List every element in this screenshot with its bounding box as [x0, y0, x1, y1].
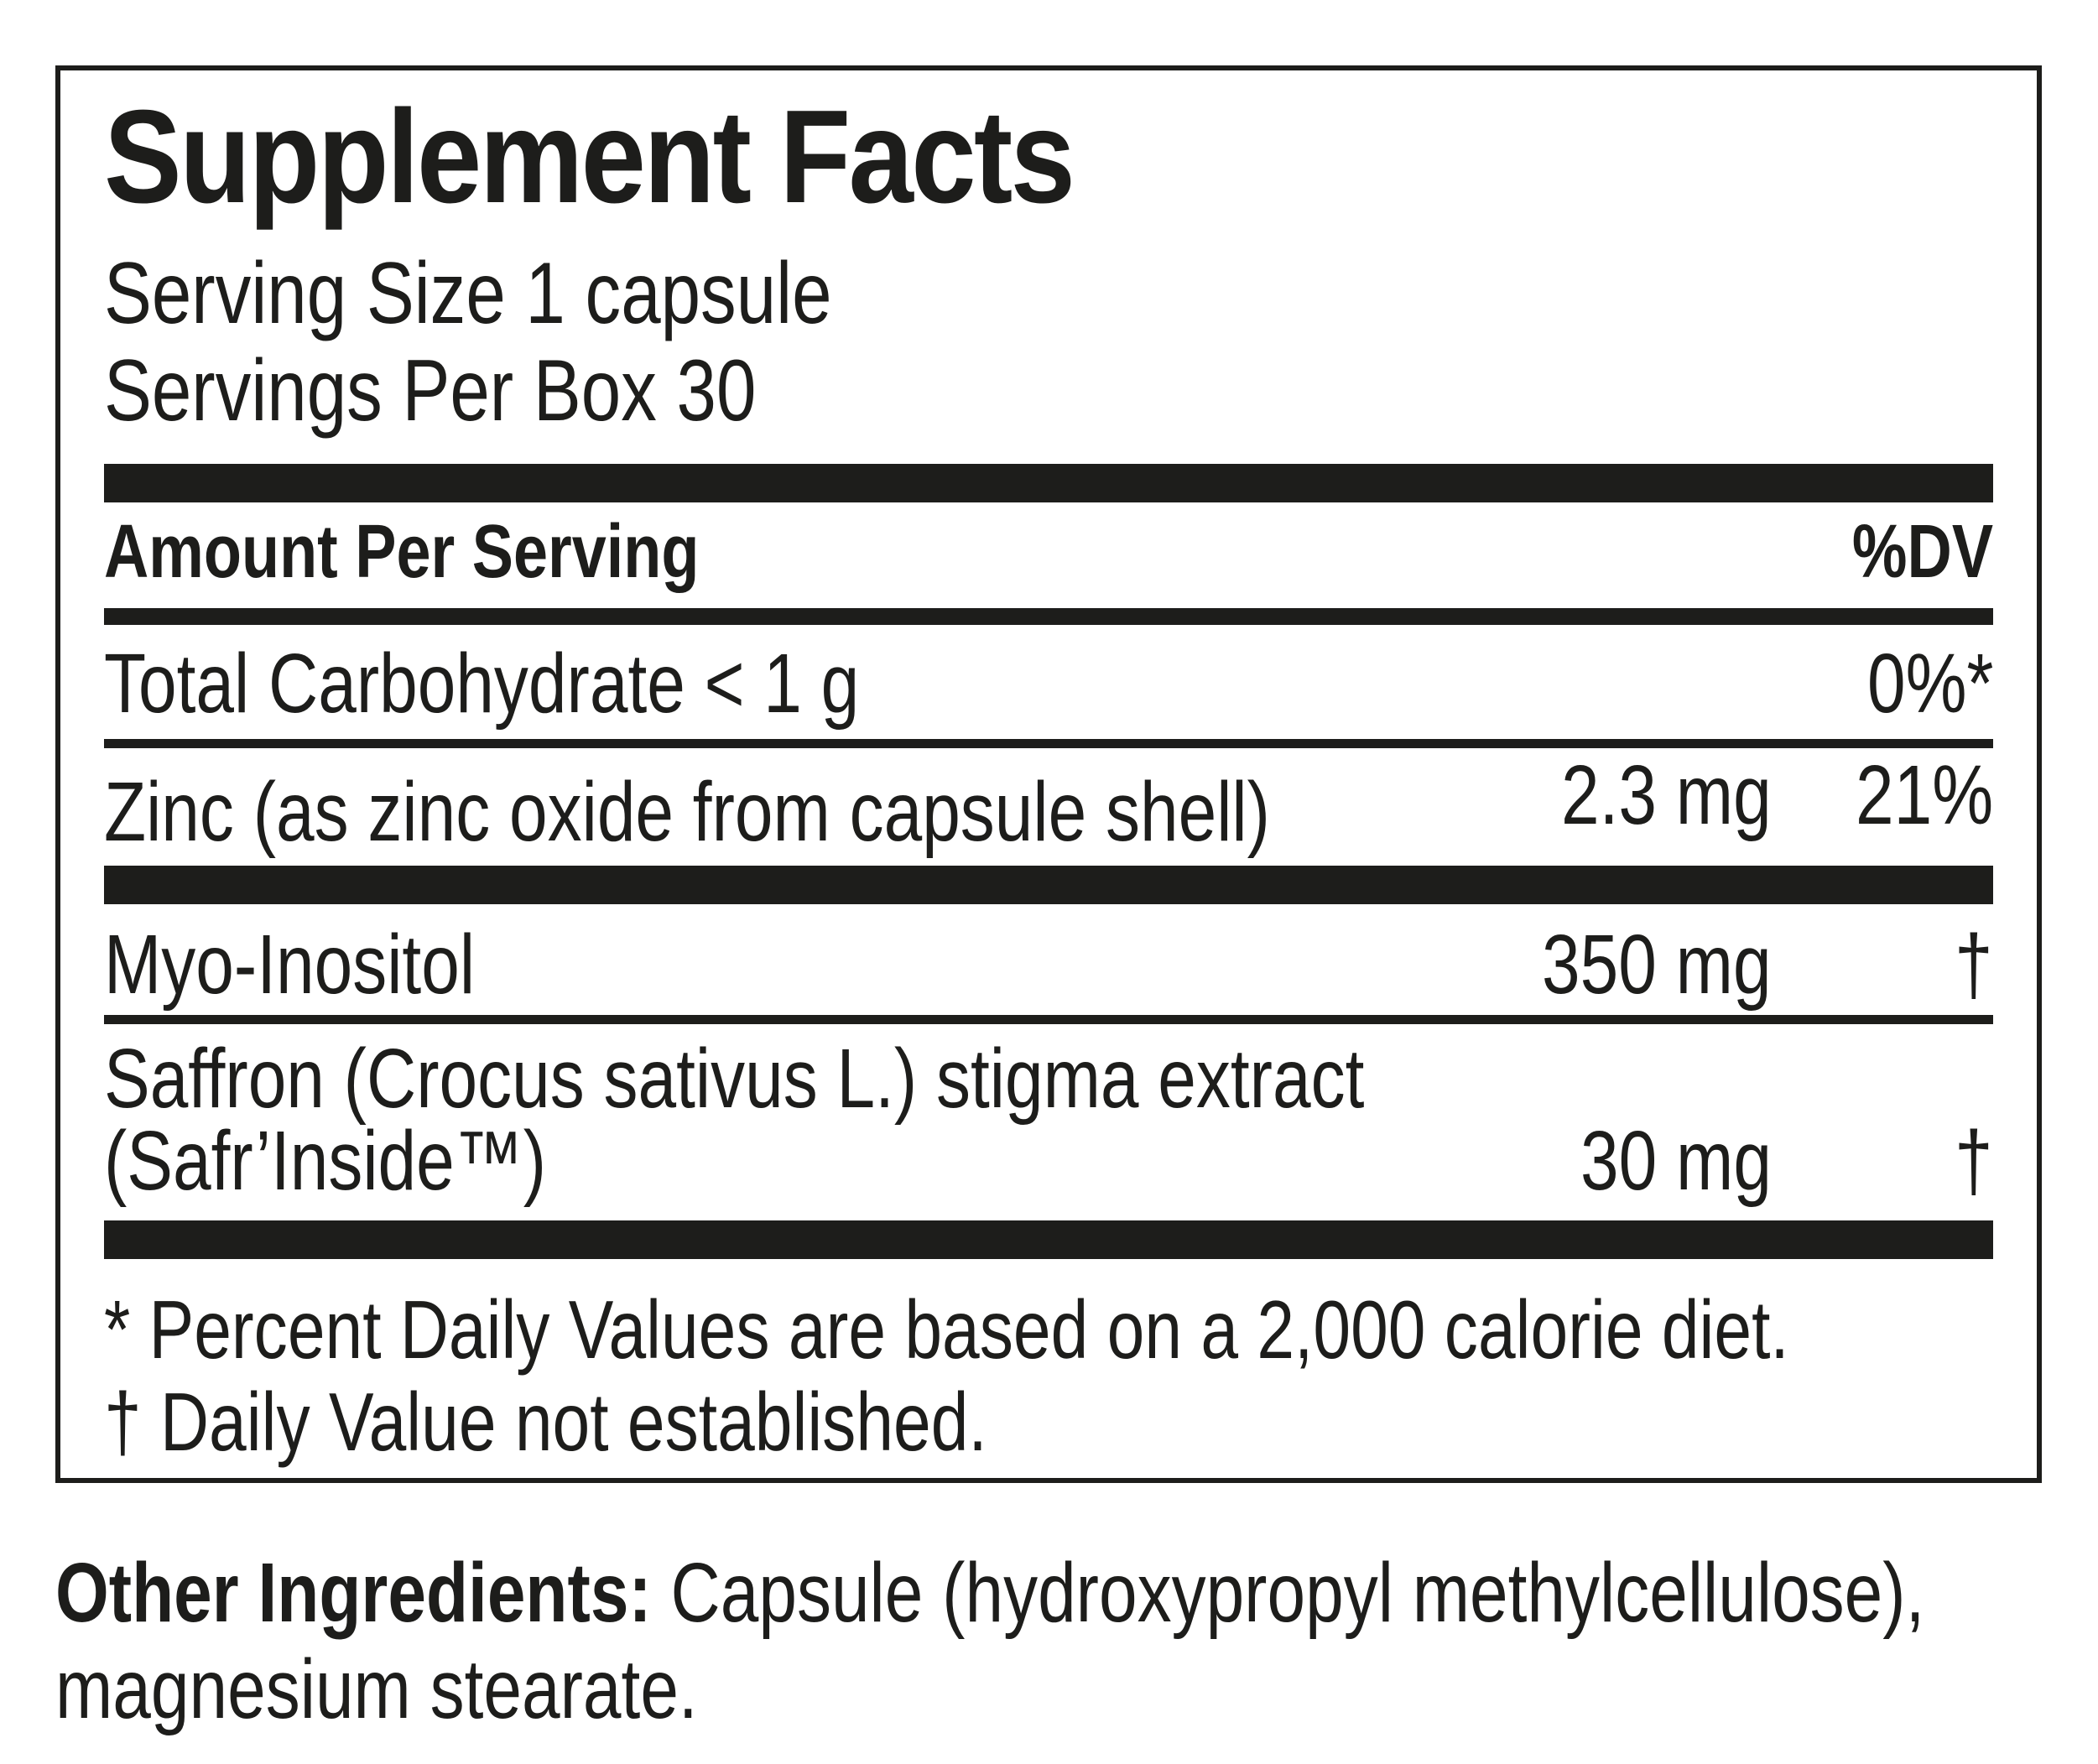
serving-info: Serving Size 1 capsule Servings Per Box … [104, 245, 1993, 440]
nutrient-amount [1411, 642, 1772, 726]
nutrient-name: Total Carbohydrate < 1 g [104, 636, 860, 731]
separator-bar-bottom [104, 1220, 1993, 1259]
nutrient-dv: † [1955, 917, 1993, 1012]
amount-per-serving-header: Amount Per Serving [104, 509, 700, 594]
row-divider [104, 1014, 1993, 1024]
nutrient-name: Zinc (as zinc oxide from capsule shell) [104, 764, 1270, 859]
nutrient-name: Saffron (Crocus sativus L.) stigma extra… [104, 1031, 1365, 1208]
table-row: Zinc (as zinc oxide from capsule shell) … [104, 753, 1993, 859]
nutrient-amount: 30 mg [1580, 1113, 1772, 1208]
footnotes: * Percent Daily Values are based on a 2,… [104, 1283, 1993, 1469]
other-ingredients-line1: Other Ingredients: Capsule (hydroxypropy… [55, 1545, 2098, 1642]
table-header-row: Amount Per Serving %DV [104, 514, 1993, 590]
nutrient-amount: 350 mg [1542, 917, 1772, 1012]
row-divider [104, 738, 1993, 748]
dv-header: %DV [1851, 509, 1993, 594]
table-row: Saffron (Crocus sativus L.) stigma extra… [104, 1031, 1993, 1208]
separator-bar-header [104, 607, 1993, 625]
other-ingredients-line2: magnesium stearate. [55, 1642, 698, 1736]
serving-size-line: Serving Size 1 capsule [104, 245, 832, 342]
nutrient-amount: 2.3 mg [1561, 747, 1772, 842]
nutrient-dv: 0%* [1866, 636, 1993, 731]
other-ingredients-text: Capsule (hydroxypropyl methylcellulose), [651, 1546, 1925, 1640]
table-row: Total Carbohydrate < 1 g 0%* [104, 642, 1993, 726]
supplement-facts-panel: Supplement Facts Serving Size 1 capsule … [55, 65, 2042, 1483]
separator-bar-top [104, 463, 1993, 502]
servings-per-box-line: Servings Per Box 30 [104, 342, 757, 440]
panel-title: Supplement Facts [104, 83, 1075, 231]
footnote-dv-not-established: † Daily Value not established. [104, 1375, 987, 1468]
nutrient-dv: † [1955, 1113, 1993, 1208]
nutrient-dv: 21% [1855, 747, 1993, 842]
other-ingredients: Other Ingredients: Capsule (hydroxypropy… [55, 1545, 2098, 1738]
separator-bar-mid [104, 865, 1993, 904]
table-row: Myo-Inositol 350 mg † [104, 923, 1993, 1007]
footnote-daily-values: * Percent Daily Values are based on a 2,… [104, 1283, 1789, 1376]
other-ingredients-label: Other Ingredients: [55, 1546, 652, 1640]
nutrient-name: Myo-Inositol [104, 917, 476, 1012]
